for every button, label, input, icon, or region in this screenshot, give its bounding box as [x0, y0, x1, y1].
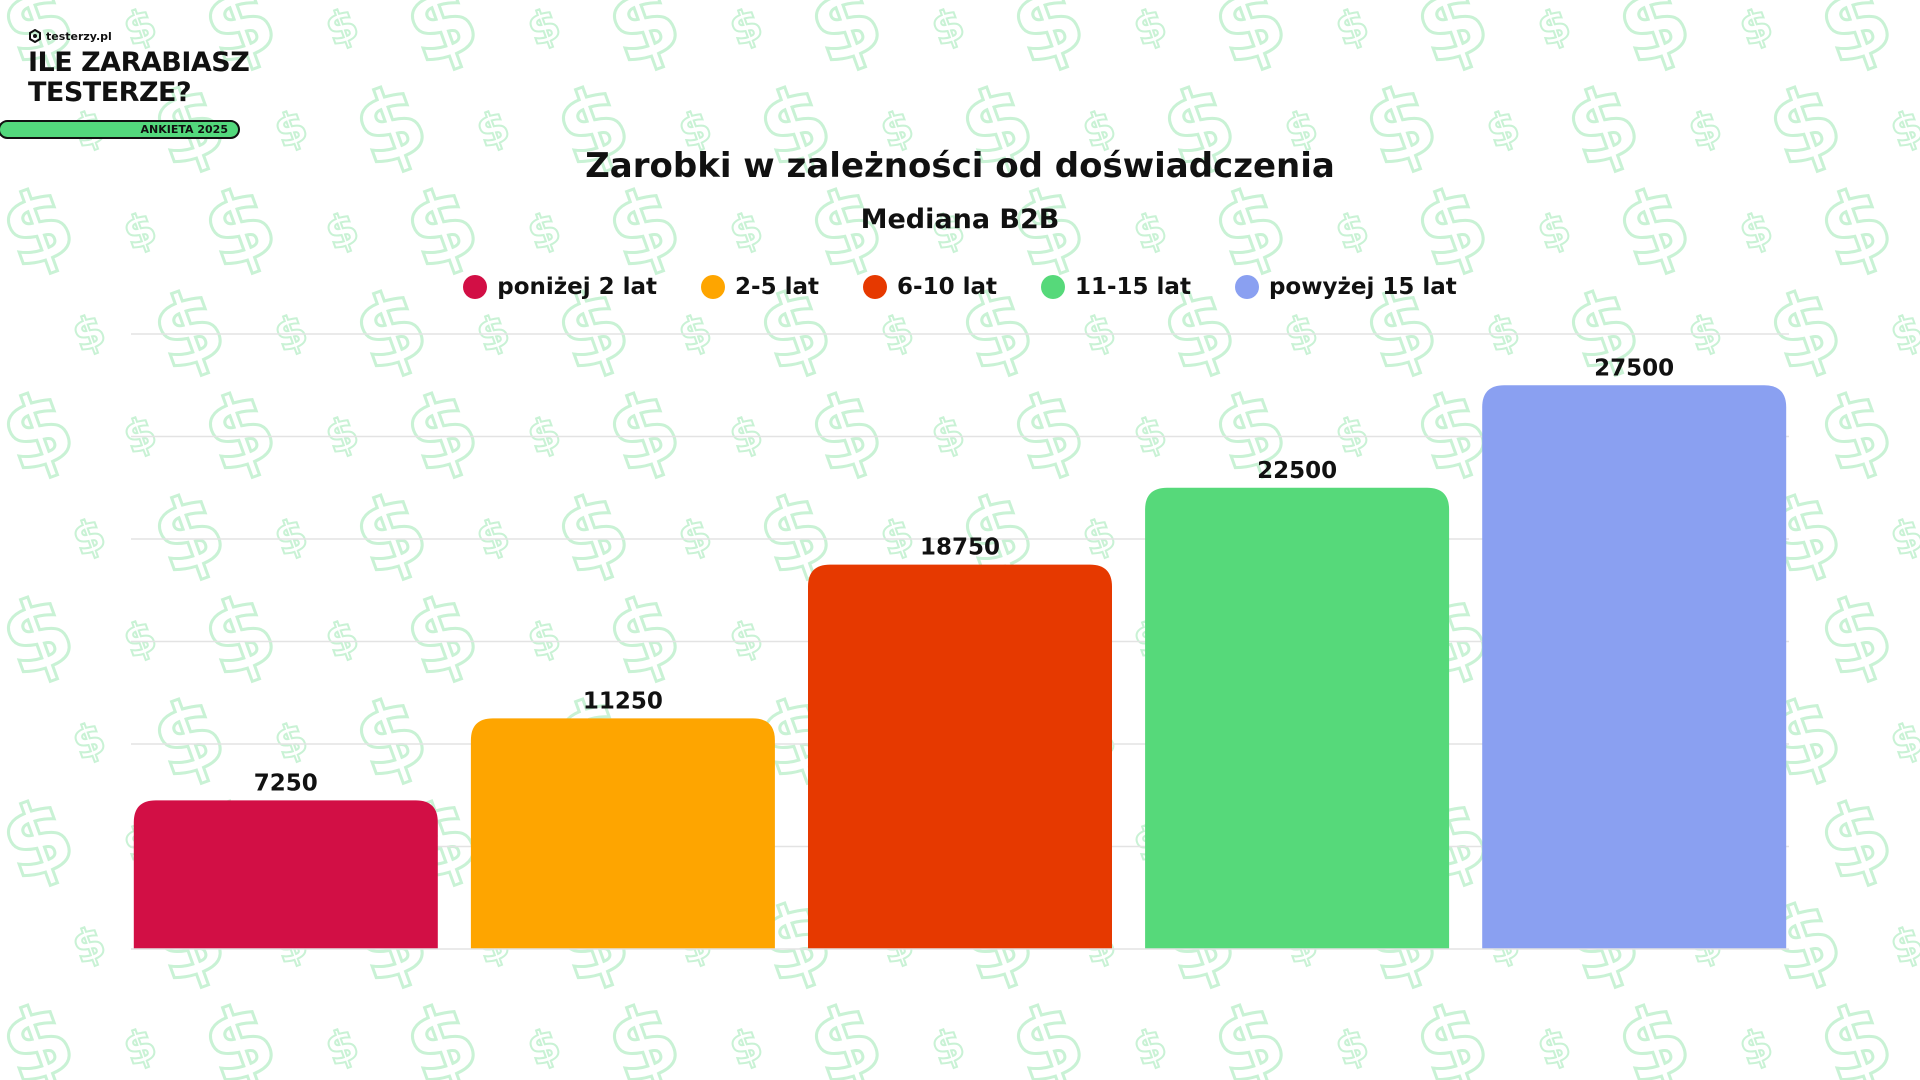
- legend-label: powyżej 15 lat: [1268, 274, 1457, 300]
- legend-item: powyżej 15 lat: [1234, 274, 1457, 300]
- legend-swatch: [863, 275, 888, 299]
- bar-value-label: 7250: [254, 770, 318, 796]
- legend-swatch: [1234, 275, 1259, 299]
- brand-logo-text: testerzy.pl: [46, 29, 112, 43]
- legend-item: 6-10 lat: [863, 274, 997, 300]
- legend-item: 11-15 lat: [1040, 274, 1191, 300]
- survey-badge: ANKIETA 2025: [0, 120, 240, 139]
- brand-block: testerzy.pl ILE ZARABIASZ TESTERZE? ANKI…: [0, 28, 268, 139]
- legend-item: 2-5 lat: [701, 274, 819, 300]
- bar-value-label: 18750: [920, 535, 1000, 561]
- chart-legend: poniżej 2 lat 2-5 lat 6-10 lat 11-15 lat pow…: [0, 274, 1920, 300]
- bar: [1482, 385, 1787, 949]
- bar: [1145, 487, 1450, 949]
- legend-label: 2-5 lat: [735, 274, 820, 300]
- legend-label: 11-15 lat: [1074, 274, 1191, 300]
- chart-subtitle: Mediana B2B: [860, 204, 1060, 235]
- legend-label: 6-10 lat: [897, 274, 997, 300]
- bar-value-label: 11250: [583, 688, 663, 714]
- legend-label: poniżej 2 lat: [497, 274, 658, 300]
- testerzy-logo-icon: [29, 29, 41, 43]
- bar: [133, 800, 438, 949]
- brand-logo: testerzy.pl: [28, 28, 268, 44]
- chart-title: Zarobki w zależności od doświadczenia: [585, 146, 1335, 186]
- legend-swatch: [463, 275, 488, 299]
- legend-item: poniżej 2 lat: [463, 274, 657, 300]
- legend-swatch: [701, 275, 726, 299]
- legend-swatch: [1040, 275, 1065, 299]
- bar: [808, 564, 1112, 949]
- bar-value-label: 22500: [1257, 458, 1337, 484]
- brand-title: ILE ZARABIASZ TESTERZE?: [28, 47, 250, 108]
- bar: [470, 718, 775, 949]
- bar-value-label: 27500: [1594, 355, 1674, 381]
